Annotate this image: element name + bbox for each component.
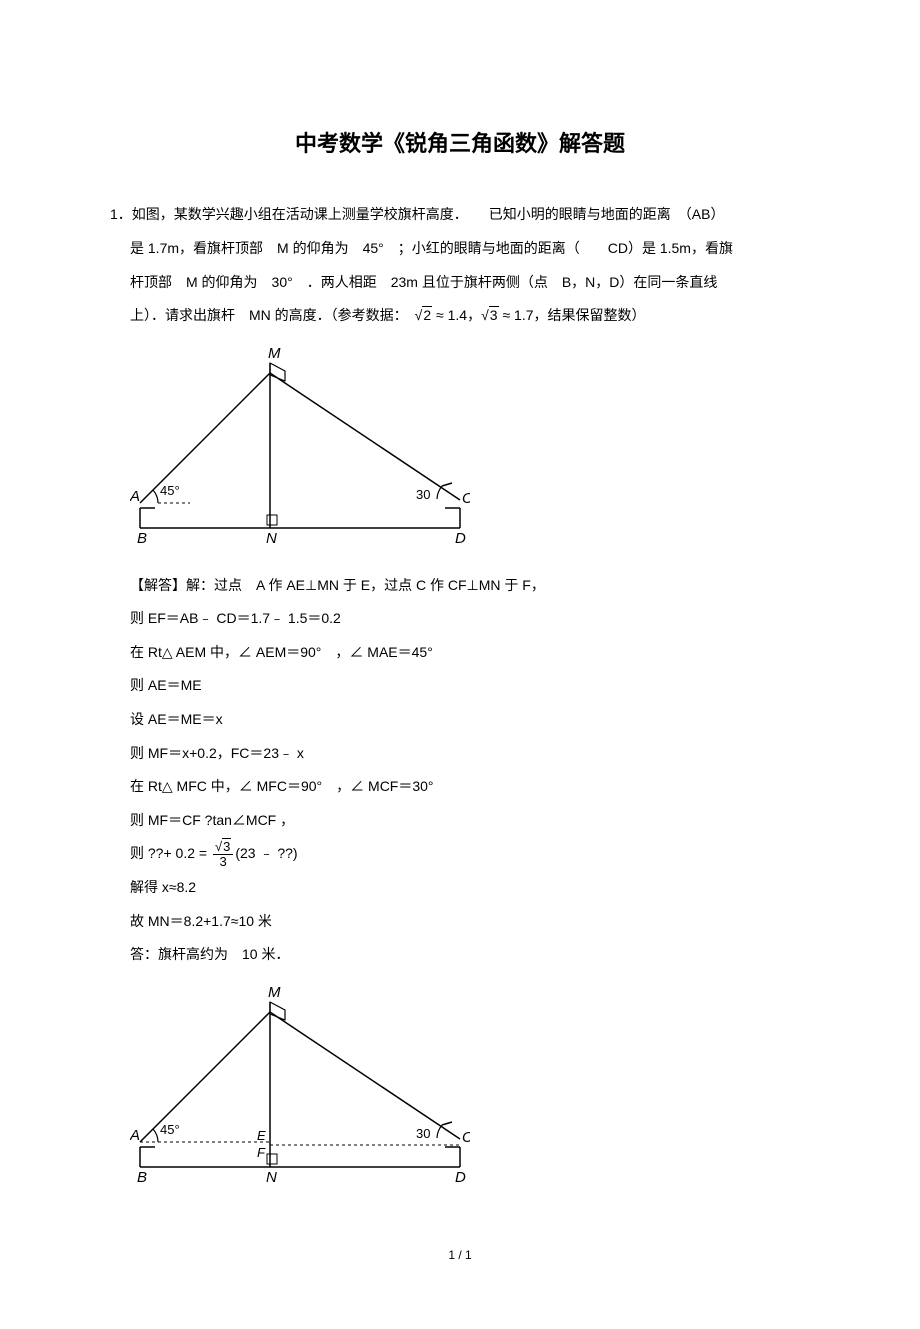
approx1: ≈ 1.4， xyxy=(432,307,481,323)
label-D2: D xyxy=(455,1169,466,1182)
solution-line11: 故 MN＝8.2+1.7≈10 米 xyxy=(130,905,790,939)
label-A2: A xyxy=(130,1127,140,1144)
sqrt3: 3 xyxy=(481,299,498,333)
label-A: A xyxy=(130,488,140,505)
label-D: D xyxy=(455,530,466,543)
problem-line1: ．如图，某数学兴趣小组在活动课上测量学校旗杆高度． 已知小明的眼睛与地面的距离 … xyxy=(118,206,725,222)
problem-line2: 是 1.7m，看旗杆顶部 M 的仰角为 45° ；小红的眼睛与地面的距离（ CD… xyxy=(130,240,733,256)
solution-line10: 解得 x≈8.2 xyxy=(130,871,790,905)
label-C2: C xyxy=(462,1129,470,1146)
sqrt2: 2 xyxy=(415,299,432,333)
label-F: F xyxy=(257,1145,266,1160)
page-number: 1 / 1 xyxy=(130,1242,790,1268)
label-B2: B xyxy=(137,1169,147,1182)
angle-30-2: 30 xyxy=(416,1126,430,1141)
solution-line4: 则 AE＝ME xyxy=(130,669,790,703)
label-B: B xyxy=(137,530,147,543)
solution-line7: 在 Rt△ MFC 中，∠ MFC＝90° ，∠ MCF＝30° xyxy=(130,770,790,804)
solution-line9: 则 ??+ 0.2 = 33(23 ﹣ ??) xyxy=(130,837,790,871)
label-M: M xyxy=(268,345,281,362)
diagram-1: M A B N D C 45° 30 xyxy=(130,343,790,554)
diagram-2: M A B N D C E F 45° 30 xyxy=(130,982,790,1193)
solution-line5: 设 AE＝ME＝x xyxy=(130,703,790,737)
problem-line3: 杆顶部 M 的仰角为 30° ．两人相距 23m 且位于旗杆两侧（点 B，N，D… xyxy=(130,274,717,290)
solution-line6: 则 MF＝x+0.2，FC＝23﹣ x xyxy=(130,737,790,771)
label-E: E xyxy=(257,1128,266,1143)
label-M2: M xyxy=(268,984,281,1001)
angle-30-1: 30 xyxy=(416,487,430,502)
problem-text: 1．如图，某数学兴趣小组在活动课上测量学校旗杆高度． 已知小明的眼睛与地面的距离… xyxy=(130,198,790,332)
problem-number: 1 xyxy=(110,206,118,222)
solution-line12: 答：旗杆高约为 10 米． xyxy=(130,938,790,972)
label-C: C xyxy=(462,490,470,507)
page-title: 中考数学《锐角三角函数》解答题 xyxy=(130,120,790,168)
angle-45-1: 45° xyxy=(160,483,180,498)
solution-line3: 在 Rt△ AEM 中，∠ AEM＝90° ，∠ MAE＝45° xyxy=(130,636,790,670)
label-N: N xyxy=(266,530,277,543)
label-N2: N xyxy=(266,1169,277,1182)
problem-line4-prefix: 上）．请求出旗杆 MN 的高度．（参考数据： xyxy=(130,307,415,323)
solution-line8: 则 MF＝CF ?tan∠MCF ， xyxy=(130,804,790,838)
fraction: 33 xyxy=(213,840,233,870)
solution-line1: 【解答】解：过点 A 作 AE⊥MN 于 E，过点 C 作 CF⊥MN 于 F， xyxy=(130,569,790,603)
solution-line2: 则 EF＝AB﹣ CD＝1.7﹣ 1.5＝0.2 xyxy=(130,602,790,636)
approx2: ≈ 1.7，结果保留整数） xyxy=(499,307,646,323)
angle-45-2: 45° xyxy=(160,1122,180,1137)
